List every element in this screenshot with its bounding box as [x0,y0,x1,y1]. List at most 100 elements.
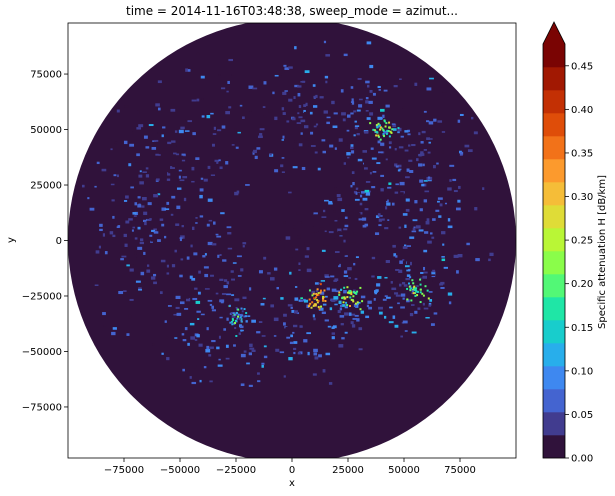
echo-cell [289,257,293,261]
echo-cell [242,116,245,120]
echo-cell [400,293,406,297]
echo-cell [353,190,358,194]
echo-cell [453,190,458,193]
echo-hotspot-cell [312,292,315,295]
echo-hotspot-cell [427,297,430,300]
echo-cell [404,224,407,228]
echo-cell [204,288,210,290]
echo-cell [331,84,335,88]
echo-cell [134,202,138,206]
echo-hotspot-cell [343,296,346,299]
colorbar-segment [543,182,565,206]
echo-cell [354,180,359,183]
echo-cell [243,273,248,277]
echo-cell [179,179,185,182]
echo-cell [160,259,166,263]
echo-cell [173,313,177,316]
echo-cell [380,142,385,146]
echo-cell [164,235,167,239]
echo-hotspot-cell [313,297,316,300]
echo-hotspot-cell [414,292,417,295]
echo-hotspot-cell [397,127,400,130]
echo-cell [176,187,182,190]
echo-cell [247,315,251,317]
echo-cell [288,191,292,194]
echo-cell [159,291,163,295]
echo-cell [324,319,329,322]
echo-cell [379,215,383,217]
echo-cell [311,226,314,229]
echo-cell [150,276,156,280]
echo-cell [199,379,202,383]
echo-cell [314,282,319,285]
echo-cell [273,317,279,322]
echo-cell [164,320,167,323]
echo-cell [217,364,223,367]
echo-cell [353,110,357,113]
echo-cell [226,293,232,296]
echo-cell [316,270,320,274]
echo-cell [366,117,371,120]
echo-cell [296,251,300,255]
echo-cell [388,141,392,145]
echo-cell [300,299,303,302]
echo-cell [166,178,171,181]
echo-cell [393,282,398,285]
echo-cell [182,176,188,179]
echo-cell [304,242,310,245]
echo-cell [296,315,300,318]
echo-hotspot-cell [409,288,412,291]
echo-cell [222,201,225,204]
echo-hotspot-cell [338,293,341,296]
echo-cell [354,314,359,317]
echo-cell [309,111,313,115]
echo-cell [138,287,141,291]
echo-cell [378,151,383,154]
echo-cell [326,116,331,119]
echo-cell [404,330,408,332]
echo-cell [310,232,315,235]
colorbar-label: Specific attenuation H [dB/km] [597,175,608,329]
echo-cell [339,315,345,318]
echo-cell [104,251,108,255]
echo-cell [371,157,377,160]
echo-hotspot-cell [235,334,238,337]
echo-hotspot-cell [348,304,351,307]
echo-cell [207,165,211,169]
echo-cell [281,317,286,321]
x-tick-label: −75000 [104,465,144,476]
echo-cell [199,188,204,192]
echo-hotspot-cell [346,304,349,307]
echo-cell [200,210,203,213]
echo-cell [328,231,334,234]
echo-cell [148,124,154,127]
echo-cell [155,153,159,156]
echo-cell [474,207,478,211]
colorbar-tick-label: 0.40 [571,105,593,116]
echo-cell [150,240,153,243]
echo-cell [294,140,297,143]
echo-cell [204,343,208,346]
x-tick-label: 25000 [332,465,364,476]
echo-cell [433,312,438,315]
echo-cell [94,284,99,287]
echo-cell [115,141,119,145]
echo-cell [402,213,408,216]
echo-cell [161,223,165,227]
echo-cell [211,339,216,343]
echo-cell [323,263,328,267]
echo-cell [442,243,445,246]
echo-hotspot-cell [240,318,243,321]
echo-cell [189,275,193,279]
echo-cell [191,277,196,281]
echo-cell [397,127,402,132]
echo-hotspot-cell [382,133,385,136]
echo-cell [175,306,180,309]
echo-cell [475,258,480,262]
echo-cell [143,251,146,255]
echo-cell [406,269,411,272]
echo-cell [427,138,433,140]
echo-cell [198,270,201,274]
echo-cell [167,172,171,176]
colorbar-segment [543,297,565,321]
